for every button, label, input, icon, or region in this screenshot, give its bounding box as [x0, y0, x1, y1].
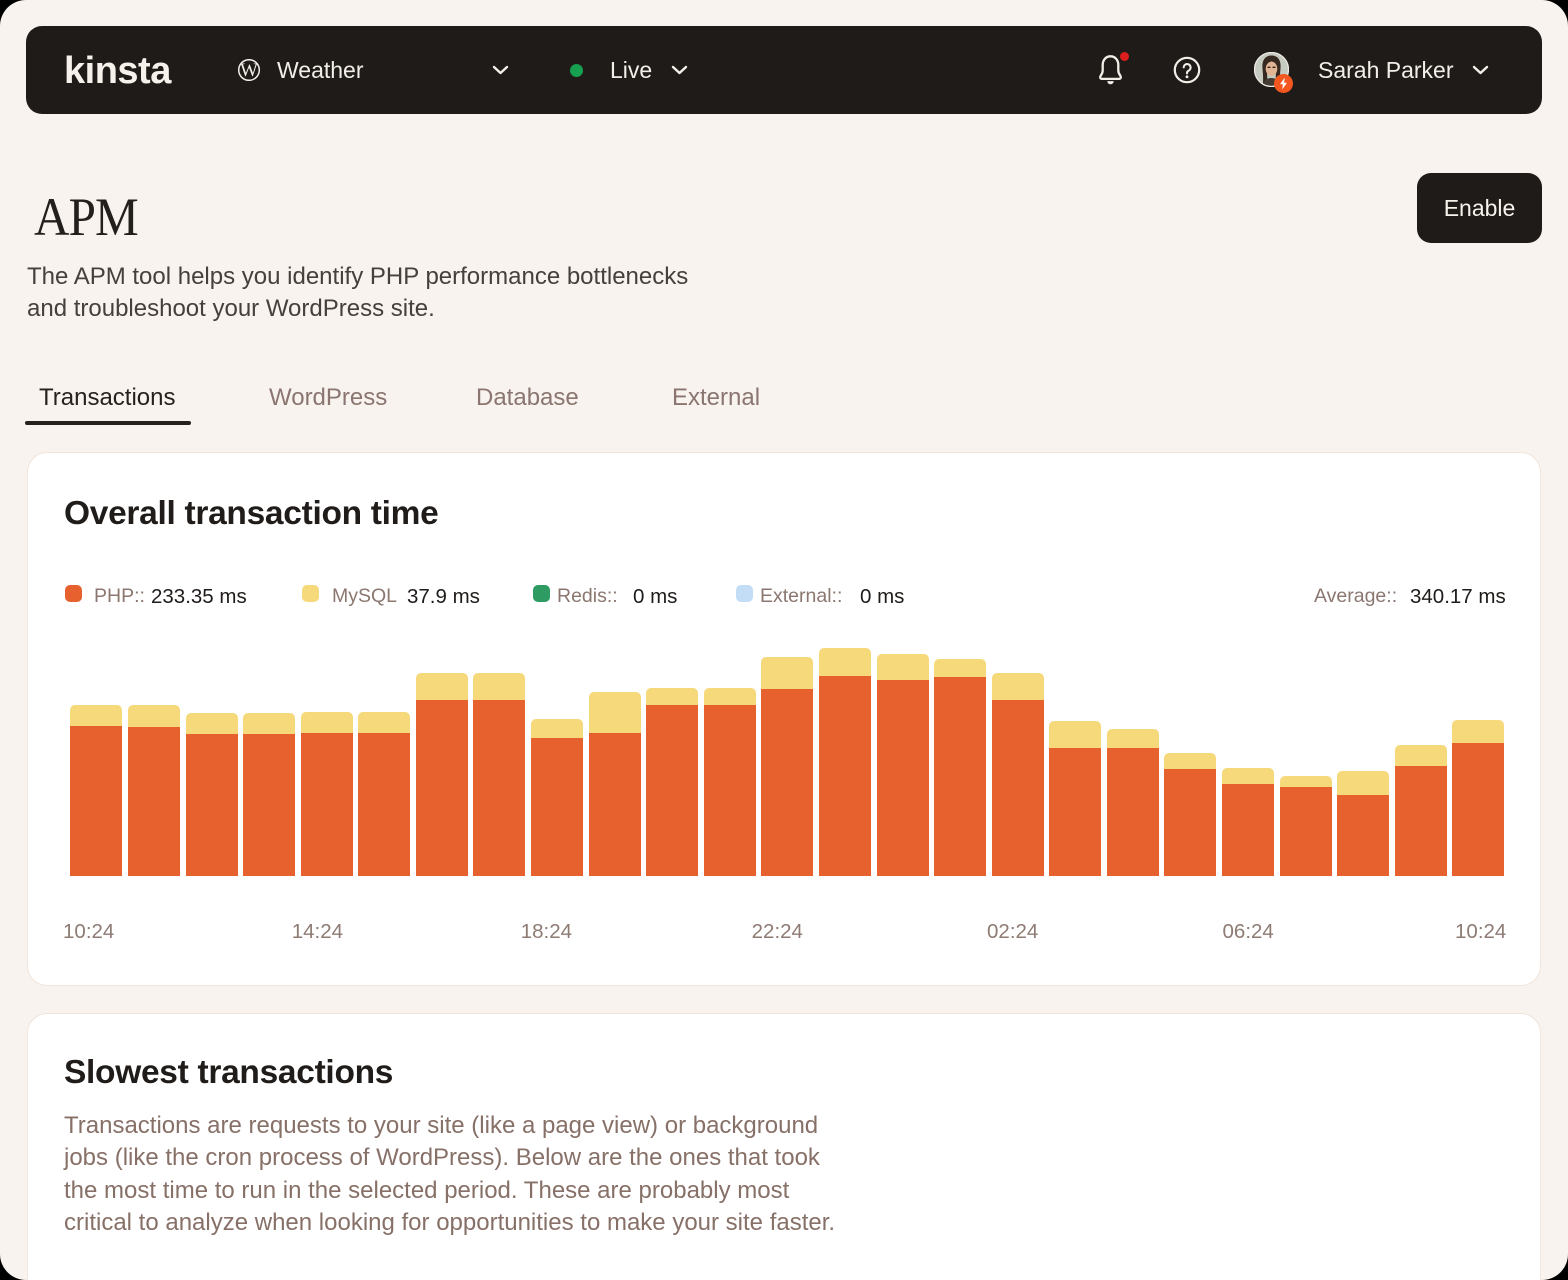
- svg-text:W: W: [240, 60, 258, 81]
